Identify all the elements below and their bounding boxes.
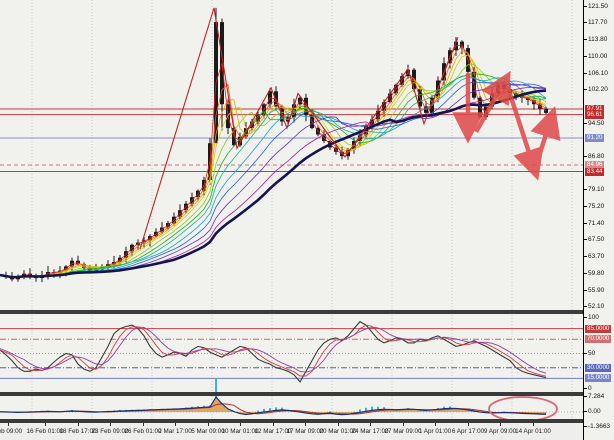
price-label: 71.40 <box>583 219 605 227</box>
price-label: 59.80 <box>583 269 605 277</box>
time-label: 2 Mar 17:00 <box>158 428 192 435</box>
price-level-box: 84.96 <box>585 160 605 169</box>
price-label: 121.50 <box>584 3 608 10</box>
time-tick <box>403 423 404 426</box>
time-label: Feb 09:00 <box>0 428 23 435</box>
price-level-box: 83.44 <box>585 167 605 176</box>
panel-separators[interactable] <box>0 310 583 423</box>
price-level-box: 30.0000 <box>585 363 612 372</box>
time-label: 24 Mar 17:00 <box>351 428 389 435</box>
gridlines <box>31 0 573 419</box>
time-label: 17 Mar 09:00 <box>286 428 324 435</box>
price-label: 94.50 <box>583 119 605 127</box>
price-label: 110.00 <box>583 52 608 60</box>
time-tick <box>338 423 339 426</box>
price-level-box: 15.0000 <box>585 374 612 383</box>
price-label: 113.80 <box>583 36 608 44</box>
time-tick <box>273 423 274 426</box>
price-label: 55.90 <box>583 286 605 294</box>
chart-canvas[interactable] <box>0 0 583 440</box>
price-level-box: 97.91 <box>585 104 605 113</box>
time-tick <box>110 423 111 426</box>
time-label: 9 Apr 09:00 <box>483 428 517 435</box>
price-label: 67.50 <box>583 236 605 244</box>
time-label: 27 Mar 09:00 <box>384 428 422 435</box>
time-label: 10 Mar 01:00 <box>221 428 259 435</box>
slow-ma-line <box>0 89 547 279</box>
time-label: 20 Mar 01:00 <box>319 428 357 435</box>
price-label: 75.20 <box>583 203 605 211</box>
price-label: 102.20 <box>584 86 608 94</box>
price-label: -1.3663 <box>583 423 611 430</box>
time-tick <box>305 423 306 426</box>
time-tick <box>435 423 436 426</box>
trend-arrows[interactable] <box>452 70 561 181</box>
price-level-box: 85.0000 <box>585 324 612 333</box>
price-label: 7.284 <box>583 393 605 401</box>
oscillator-panel <box>0 320 583 383</box>
time-label: 23 Feb 09:00 <box>91 428 129 435</box>
price-label: 117.70 <box>583 19 608 27</box>
price-label: 106.10 <box>584 69 608 77</box>
time-tick <box>8 423 9 426</box>
time-tick <box>468 423 469 426</box>
ma-rainbow-ribbon <box>0 44 547 279</box>
time-label: 6 Apr 17:00 <box>451 428 485 435</box>
time-tick <box>208 423 209 426</box>
time-label: 14 Apr 01:00 <box>515 428 551 435</box>
price-label: 86.80 <box>583 153 605 160</box>
time-label: 16 Feb 01:00 <box>26 428 64 435</box>
time-label: 1 Apr 01:00 <box>418 428 452 435</box>
time-label: 26 Feb 01:00 <box>124 428 162 435</box>
time-tick <box>240 423 241 426</box>
time-tick <box>78 423 79 426</box>
time-tick <box>370 423 371 426</box>
chart-background <box>0 0 583 440</box>
price-level-box: 91.20 <box>585 133 605 142</box>
price-level-box: 70.0000 <box>585 335 612 344</box>
time-tick <box>45 423 46 426</box>
time-label: 12 Mar 17:00 <box>254 428 292 435</box>
price-label: 79.10 <box>583 186 605 194</box>
time-tick <box>500 423 501 426</box>
time-tick <box>175 423 176 426</box>
price-label: 63.70 <box>583 252 605 260</box>
time-label: 18 Feb 17:00 <box>59 428 97 435</box>
time-label: 5 Mar 09:00 <box>191 428 225 435</box>
price-axis[interactable]: 121.50 117.70 113.80 110.00 106.10 102.20 94.5… <box>583 0 614 440</box>
time-tick <box>143 423 144 426</box>
price-label: 52.10 <box>583 303 605 310</box>
time-tick <box>533 423 534 426</box>
price-label: 0.00 <box>584 408 601 415</box>
price-label: 100 <box>584 314 599 321</box>
price-label: 50 <box>583 349 596 357</box>
price-label: 0 <box>584 385 592 392</box>
price-level-box: 96.61 <box>585 110 605 119</box>
zigzag-trendlines[interactable] <box>139 7 459 250</box>
